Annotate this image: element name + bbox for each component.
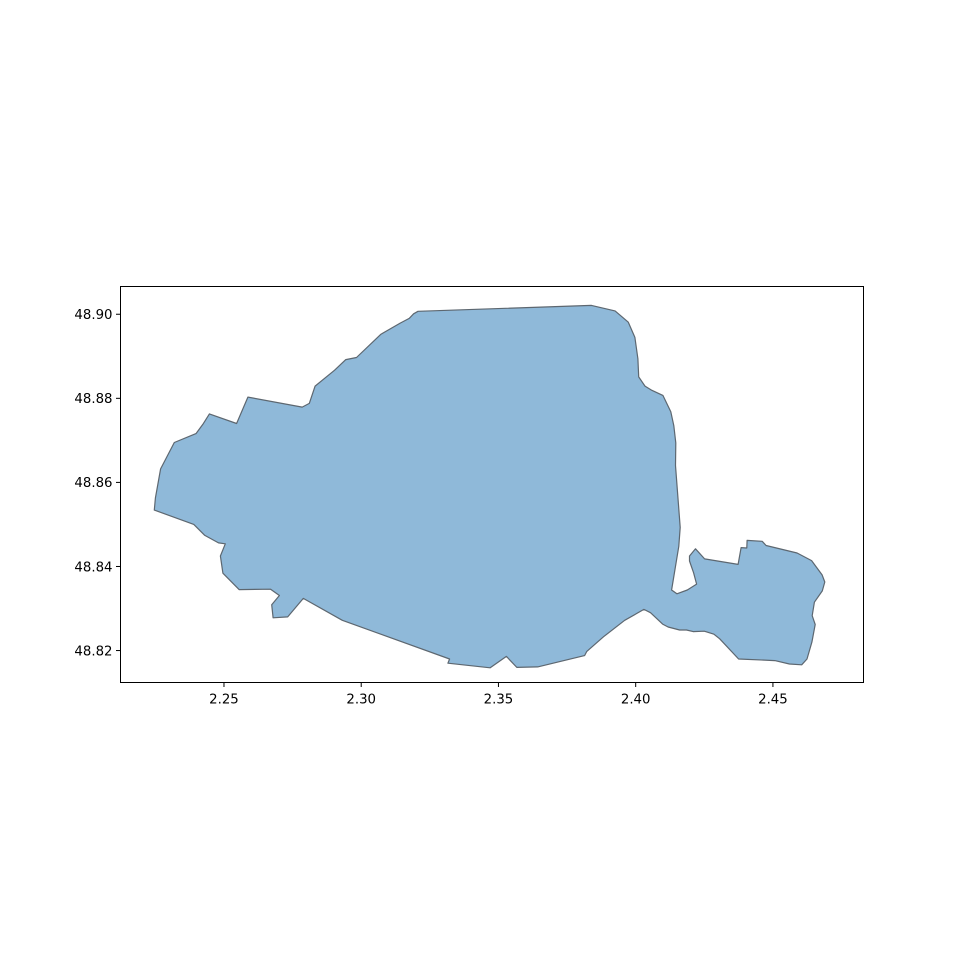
x-tick-label: 2.40	[621, 693, 651, 708]
y-tick-label: 48.82	[74, 644, 112, 659]
paris-boundary-polygon	[153, 304, 826, 669]
y-tick-label: 48.88	[74, 392, 112, 407]
x-tick-label: 2.35	[484, 693, 514, 708]
x-axis: 2.25 2.30 2.35 2.40 2.45	[209, 682, 788, 708]
x-tick-label: 2.30	[346, 693, 376, 708]
x-tick-label: 2.25	[209, 693, 239, 708]
y-tick-label: 48.86	[74, 476, 112, 491]
x-tick-label: 2.45	[758, 693, 788, 708]
region-layer	[153, 304, 826, 669]
y-axis: 48.82 48.84 48.86 48.88 48.90	[74, 308, 121, 659]
y-tick-label: 48.90	[74, 308, 112, 323]
y-tick-label: 48.84	[74, 560, 112, 575]
axes-frame	[120, 286, 864, 683]
